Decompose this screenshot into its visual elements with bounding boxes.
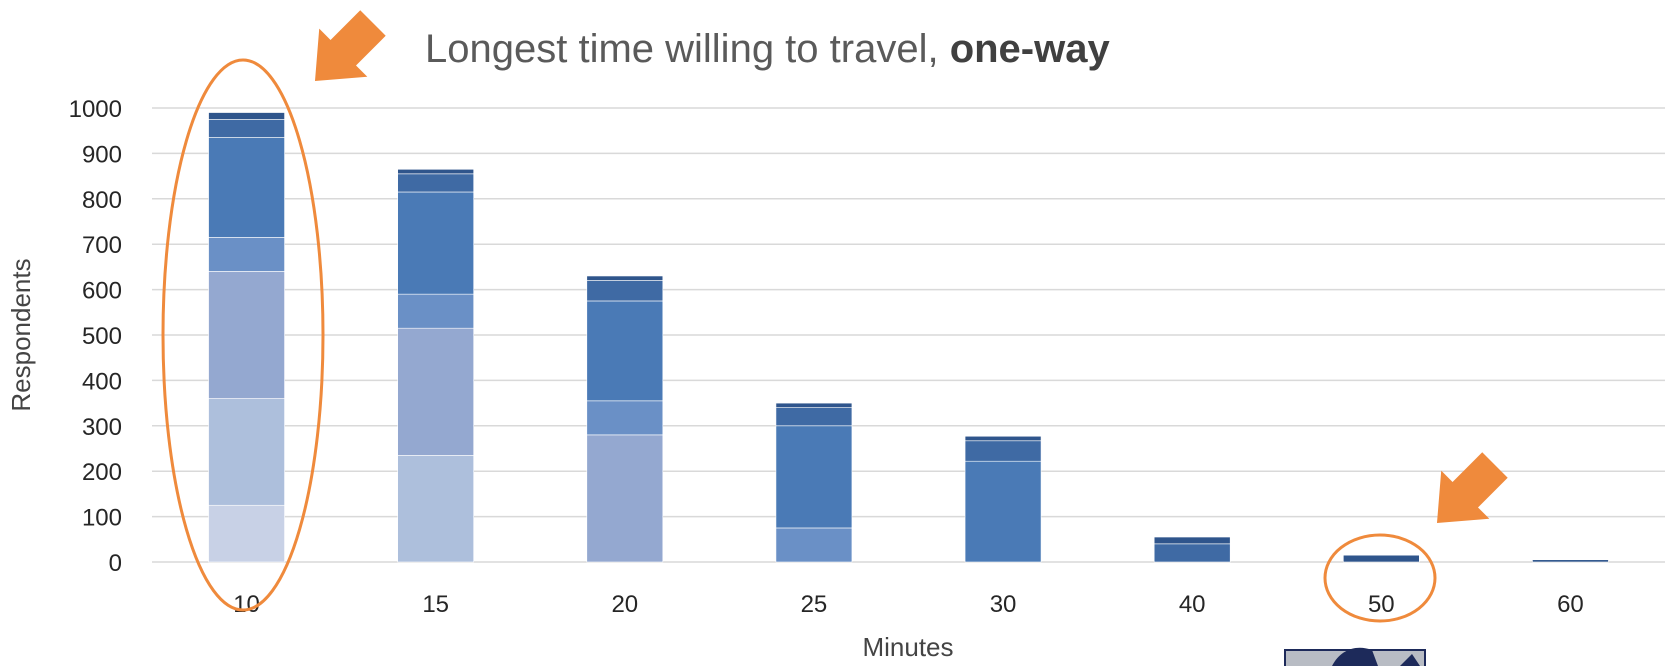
bar-segment-10-2	[208, 271, 285, 399]
y-tick-label: 100	[82, 505, 122, 532]
y-tick-label: 600	[82, 278, 122, 305]
bar-segment-30-4	[964, 460, 1042, 563]
bar-segment-20-4	[586, 300, 664, 402]
bar-segment-10-1	[208, 398, 285, 506]
bar-segment-15-6	[397, 168, 474, 175]
y-tick-label: 700	[82, 232, 122, 259]
arrow-icon	[1436, 452, 1508, 524]
bar-segment-15-3	[397, 293, 474, 329]
bar-segment-10-4	[208, 137, 285, 238]
y-axis-title: Respondents	[6, 258, 36, 411]
x-axis-title: Minutes	[862, 632, 953, 662]
bar-segment-25-6	[775, 402, 853, 408]
bar-segment-20-5	[586, 280, 664, 302]
x-tick-label: 50	[1368, 591, 1395, 618]
x-tick-label: 15	[422, 591, 449, 618]
y-tick-label: 900	[82, 141, 122, 168]
bar-segment-15-4	[397, 191, 474, 295]
highlight-ellipse-10	[161, 58, 325, 612]
y-axis-ticks: 0 100 200 300 400 500 600 700 800 900 1000	[69, 96, 122, 577]
bar-segment-10-3	[208, 237, 285, 272]
y-tick-label: 0	[109, 550, 122, 577]
x-tick-label: 25	[801, 591, 828, 618]
x-tick-label: 10	[233, 591, 260, 618]
x-tick-label: 60	[1557, 591, 1584, 618]
bar-segment-10-5	[208, 119, 285, 138]
chart-title: Longest time willing to travel, one-way	[425, 27, 1110, 71]
bar-segment-20-3	[586, 400, 664, 436]
bar-segment-25-5	[775, 407, 853, 427]
bar-segment-15-1	[397, 455, 474, 563]
bar-segment-30-5	[964, 440, 1042, 462]
highlight-ellipse-50	[1323, 533, 1437, 623]
bar-segment-50-6	[1343, 554, 1420, 563]
annotations	[161, 10, 1508, 623]
bars	[208, 112, 1609, 563]
x-tick-label: 30	[990, 591, 1017, 618]
bar-segment-20-2	[586, 434, 664, 563]
y-tick-label: 400	[82, 368, 122, 395]
bar-segment-25-3	[775, 527, 853, 563]
y-tick-label: 1000	[69, 96, 122, 123]
bar-segment-20-6	[586, 275, 664, 281]
bar-segment-25-4	[775, 425, 853, 529]
bar-segment-15-2	[397, 327, 474, 456]
x-tick-label: 20	[611, 591, 638, 618]
bar-segment-30-6	[964, 435, 1042, 442]
gridlines	[152, 107, 1665, 563]
chart-title-prefix: Longest time willing to travel,	[425, 27, 950, 71]
bar-segment-40-5	[1153, 543, 1231, 563]
chart-title-emphasis: one-way	[950, 27, 1111, 71]
x-axis-ticks: 10 15 20 25 30 40 50 60	[233, 591, 1584, 618]
logo	[1284, 647, 1426, 666]
x-tick-label: 40	[1179, 591, 1206, 618]
bar-segment-60-6	[1532, 559, 1609, 563]
y-tick-label: 500	[82, 323, 122, 350]
y-tick-label: 200	[82, 459, 122, 486]
bar-segment-40-6	[1153, 536, 1231, 545]
y-tick-label: 300	[82, 414, 122, 441]
bar-segment-10-0	[208, 504, 285, 563]
bar-segment-15-5	[397, 173, 474, 193]
bar-segment-10-6	[208, 112, 285, 120]
y-tick-label: 800	[82, 187, 122, 214]
arrow-icon	[314, 10, 386, 82]
